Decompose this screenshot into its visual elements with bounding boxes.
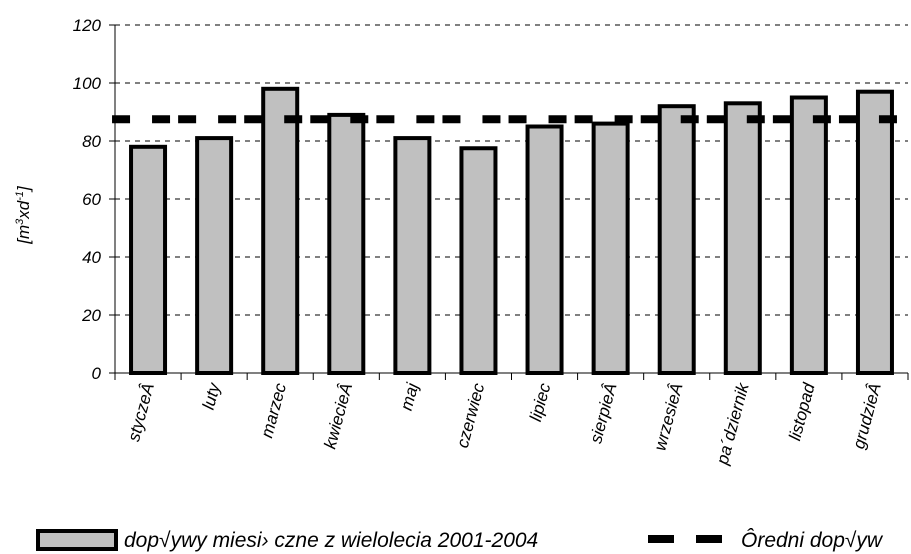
x-tick-label: grudzieÂ xyxy=(849,381,885,451)
grid-lines xyxy=(115,24,908,316)
x-tick-label: pa´dziernik xyxy=(713,380,754,468)
bar xyxy=(393,136,432,375)
x-axis: styczeÂ luty marzec kwiecieÂ maj czerwiec lipi… xyxy=(114,372,909,468)
bar xyxy=(195,136,234,375)
legend-mean-label: Ôredni dop√yw xyxy=(741,529,884,552)
x-tick-label: listopad xyxy=(785,381,819,443)
x-tick-label: kwiecieÂ xyxy=(320,381,356,451)
y-tick-label: 20 xyxy=(81,306,101,325)
y-axis: 0 20 40 60 80 100 120 xyxy=(73,16,116,383)
x-tick-label: luty xyxy=(199,380,225,412)
legend-bar-swatch xyxy=(36,529,118,551)
bar xyxy=(327,112,366,376)
y-tick-label: 80 xyxy=(82,132,101,151)
bar xyxy=(789,95,828,375)
x-tick-label: czerwiec xyxy=(453,381,489,450)
y-tick-label: 60 xyxy=(82,190,101,209)
y-axis-label: [m3xd-1] xyxy=(14,185,33,245)
x-tick-label: sierpieÂ xyxy=(586,381,620,445)
bar xyxy=(591,121,630,375)
legend: dop√ywy miesi› czne z wielolecia 2001-20… xyxy=(36,529,884,552)
bar xyxy=(657,104,696,375)
bar xyxy=(459,146,498,375)
y-tick-label: 100 xyxy=(73,74,102,93)
x-tick-label: lipiec xyxy=(526,381,555,424)
bar xyxy=(723,101,762,376)
bar xyxy=(261,86,300,376)
legend-bar-label: dop√ywy miesi› czne z wielolecia 2001-20… xyxy=(124,529,538,552)
x-tick-label: wrzesieÂ xyxy=(650,381,686,453)
x-tick-label: styczeÂ xyxy=(124,381,158,443)
x-tick-label: marzec xyxy=(257,381,290,440)
bar-series xyxy=(129,86,894,376)
bar xyxy=(855,89,894,375)
y-tick-label: 120 xyxy=(73,16,102,35)
y-tick-label: 0 xyxy=(92,364,102,383)
x-tick-label: maj xyxy=(397,380,423,413)
bar xyxy=(129,144,168,375)
bar xyxy=(525,124,564,375)
y-tick-label: 40 xyxy=(82,248,101,267)
